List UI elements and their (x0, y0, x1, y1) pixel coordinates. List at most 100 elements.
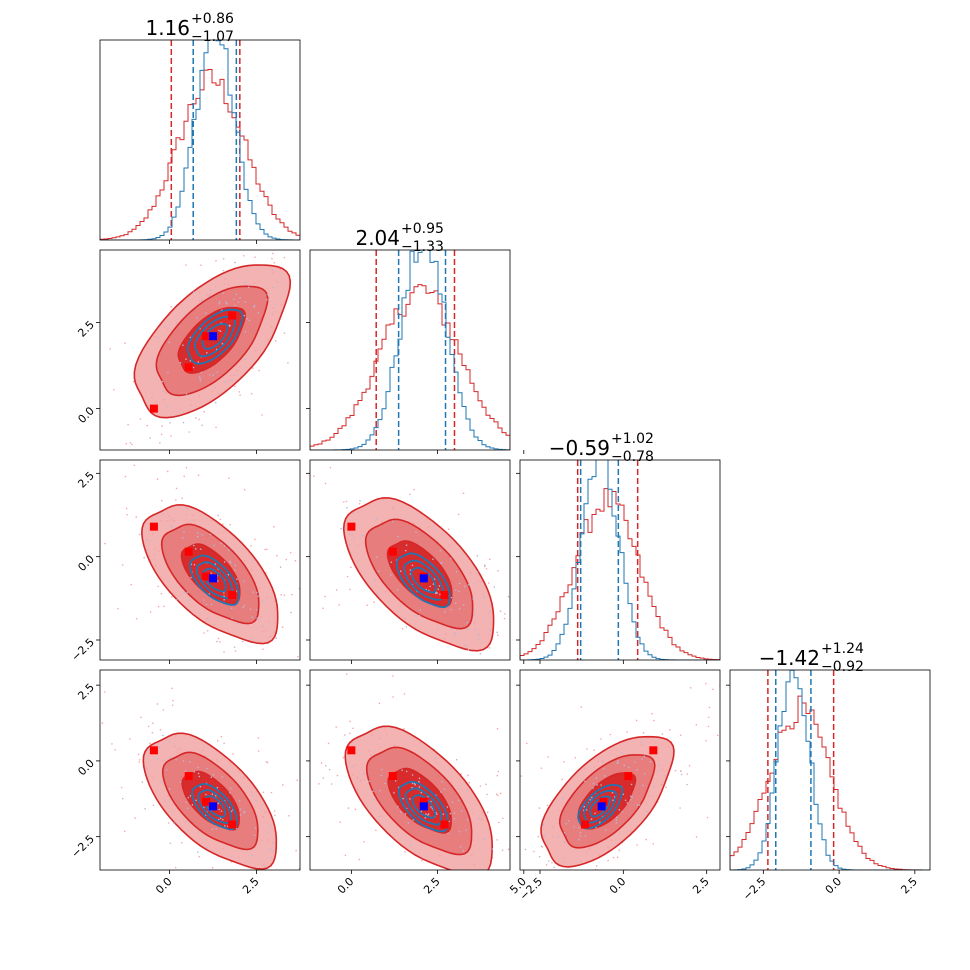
red-sample-point (635, 719, 638, 722)
blue-sample-point (346, 507, 348, 509)
title-median: −1.42 (759, 646, 820, 670)
blue-sample-point (399, 570, 402, 573)
red-sample-point (123, 830, 126, 833)
red-sample-point (219, 518, 222, 521)
red-sample-point (223, 651, 225, 653)
red-sample-point (338, 604, 340, 606)
red-sample-point (258, 369, 260, 372)
red-sample-point (497, 770, 500, 773)
blue-sample-point (237, 301, 240, 304)
blue-sample-point (482, 596, 485, 599)
x-tick-label: 2.5 (690, 875, 712, 897)
blue-sample-point (467, 583, 470, 586)
red-sample-point (320, 762, 323, 764)
red-sample-point (134, 817, 136, 819)
blue-sample-point (193, 291, 195, 293)
red-sample-point (481, 878, 483, 880)
red-sample-point (707, 725, 710, 728)
blue-sample-point (183, 531, 185, 533)
blue-sample-point (206, 351, 208, 354)
red-sample-point (497, 634, 499, 637)
blue-sample-point (590, 818, 593, 820)
panel-frame (729, 669, 931, 871)
blue-contour (583, 789, 618, 824)
blue-sample-point (605, 829, 607, 831)
blue-sample-point (465, 829, 467, 831)
red-sample-point (159, 441, 161, 444)
blue-sample-point (409, 844, 412, 846)
blue-sample-point (227, 549, 230, 551)
blue-sample-point (440, 561, 443, 564)
red-sample-point (346, 575, 349, 578)
blue-sample-point (485, 783, 487, 786)
blue-sample-point (602, 762, 605, 764)
red-sample-point (520, 775, 522, 777)
red-sample-point (469, 941, 471, 943)
blue-sample-point (538, 855, 541, 858)
red-sample-point (159, 729, 162, 731)
red-sample-point (578, 886, 580, 888)
red-sample-point (111, 743, 113, 745)
blue-sample-point (404, 549, 407, 552)
blue-sample-point (489, 610, 491, 613)
blue-sample-point (583, 805, 586, 808)
red-sample-point (126, 513, 128, 516)
blue-sample-point (218, 329, 220, 332)
title-plus-err: +1.24 (821, 641, 864, 657)
red-sample-point (335, 726, 337, 728)
red-sample-point (273, 261, 276, 264)
red-sample-point (284, 897, 286, 899)
blue-sample-point (196, 531, 199, 534)
blue-sample-point (507, 595, 510, 598)
blue-sample-point (411, 564, 414, 567)
red-sample-point (124, 475, 127, 478)
red-sample-point (252, 543, 254, 545)
red-sample-point (595, 865, 598, 867)
blue-sample-point (253, 306, 255, 308)
red-sample-point (485, 663, 487, 665)
blue-sample-point (168, 788, 171, 790)
red-marker (184, 363, 193, 372)
red-sample-point (130, 583, 133, 586)
red-sample-point (334, 881, 336, 883)
red-sample-point (497, 570, 499, 572)
blue-sample-point (230, 810, 233, 813)
blue-sample-point (233, 646, 236, 648)
red-sample-point (706, 816, 709, 819)
red-marker (388, 547, 397, 556)
blue-sample-point (192, 366, 195, 369)
blue-sample-point (272, 850, 275, 852)
red-sample-point (344, 854, 347, 857)
blue-sample-point (390, 574, 392, 576)
blue-sample-point (368, 780, 371, 783)
red-sample-point (528, 859, 530, 861)
red-sample-point (363, 336, 365, 338)
blue-sample-point (536, 860, 538, 862)
red-sample-point (358, 858, 361, 861)
blue-sample-point (351, 765, 353, 768)
red-sample-point (171, 687, 173, 690)
blue-sample-point (269, 848, 272, 851)
red-sample-point (300, 837, 302, 839)
red-sample-point (117, 607, 119, 610)
blue-sample-point (239, 814, 242, 816)
red-sample-point (270, 791, 273, 794)
blue-sample-point (397, 535, 399, 538)
blue-sample-point (200, 371, 203, 374)
blue-sample-point (230, 379, 233, 382)
blue-sample-point (643, 755, 646, 758)
red-sample-point (262, 791, 265, 794)
red-sample-point (198, 855, 201, 858)
red-sample-point (283, 594, 286, 596)
blue-sample-point (396, 589, 399, 591)
blue-sample-point (432, 583, 435, 585)
red-sample-point (680, 770, 682, 773)
blue-sample-point (444, 611, 446, 613)
blue-sample-point (491, 848, 494, 850)
red-sample-point (86, 543, 88, 545)
blue-sample-point (216, 640, 218, 643)
scatter-panel-3-2 (469, 682, 720, 943)
blue-sample-point (215, 827, 217, 830)
blue-sample-point (348, 533, 351, 535)
red-sample-point (574, 756, 577, 759)
